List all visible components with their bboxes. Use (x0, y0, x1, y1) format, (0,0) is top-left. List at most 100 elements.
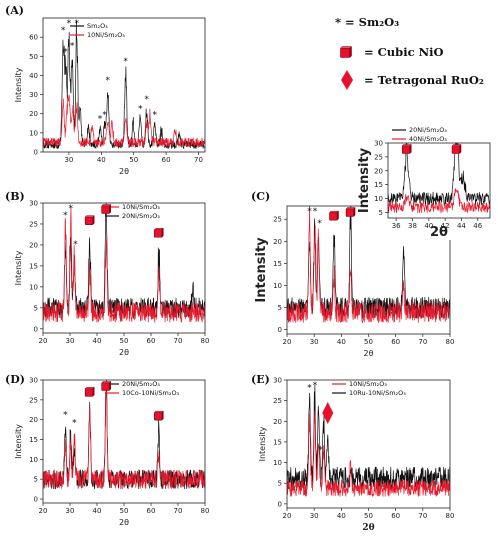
sm2o3-star-marker: * (102, 110, 107, 120)
y-tick-label: 10 (29, 129, 38, 137)
nio-cube-marker (101, 203, 112, 215)
y-tick-label: 20 (374, 167, 383, 175)
plot-frame (42, 17, 206, 153)
key-ruo2-row: = Tetragonal RuO₂ (341, 70, 484, 90)
y-tick-label: 20 (273, 418, 282, 426)
x-tick-label: 20 (283, 338, 292, 346)
sm2o3-star-marker: * (317, 219, 322, 229)
y-tick-label: 25 (273, 397, 282, 405)
panel-label: (C) (251, 190, 270, 203)
y-tick-label: 60 (29, 34, 38, 42)
sm2o3-star-marker: * (72, 419, 77, 429)
y-tick-label: 10 (273, 282, 282, 290)
cube-front (84, 388, 94, 397)
x-tick-label: 50 (364, 512, 373, 520)
x-tick-label: 60 (147, 507, 156, 515)
x-tick-label: 70 (174, 507, 183, 515)
y-tick-label: 15 (273, 438, 282, 446)
legend-entry: 10Ru-10Ni/Sm₂O₃ (349, 389, 406, 397)
series-line-red (42, 94, 206, 148)
x-tick-label: 50 (129, 156, 138, 164)
x-axis-label: 2θ (430, 225, 448, 240)
chart-panel-e: 20 30 40 50 60 70 80 0 5 10 15 20 25 30 2θ Intensity (E)… (251, 373, 454, 533)
x-tick-label: 50 (120, 507, 129, 515)
legend-entry: 20Ni/Sm₂O₃ (122, 212, 160, 220)
legend-entry: Sm₂O₃ (87, 22, 108, 30)
x-tick-label: 30 (66, 507, 75, 515)
y-tick-label: 10 (29, 456, 38, 464)
x-tick-label: 70 (194, 156, 203, 164)
legend-entry: 10Co-10Ni/Sm₂O₃ (122, 389, 180, 397)
x-tick-label: 80 (446, 338, 455, 346)
panel-label: (B) (5, 190, 25, 203)
cube-side (161, 227, 164, 238)
series-line-red (387, 188, 491, 214)
x-axis-label: 2θ (119, 348, 129, 357)
cube-icon (339, 45, 353, 59)
cube-front (101, 382, 110, 391)
y-axis-label: Intensity (14, 67, 23, 102)
plot-frame (387, 142, 491, 219)
x-tick-label: 70 (418, 338, 427, 346)
sm2o3-star-marker: * (153, 110, 158, 120)
y-tick-label: 40 (29, 72, 38, 80)
cube-side (409, 143, 412, 155)
cube-side (92, 215, 95, 226)
cube-front (340, 47, 351, 58)
cube-side (353, 206, 356, 218)
x-tick-label: 20 (39, 507, 48, 515)
y-tick-label: 30 (29, 91, 38, 99)
legend-entry: 20Ni/Sm₂O₃ (122, 380, 160, 388)
x-tick-label: 30 (310, 512, 319, 520)
legend-entry: 40Ni/Sm₂O₃ (409, 135, 447, 143)
x-tick-label: 42 (441, 222, 450, 230)
nio-cube-marker (401, 143, 412, 155)
y-tick-label: 5 (278, 304, 282, 312)
key-sm2o3: * = Sm₂O₃ (335, 15, 399, 29)
nio-cube-marker (153, 227, 164, 238)
y-axis-label: Intensity (357, 147, 372, 213)
y-tick-label: 30 (29, 200, 38, 208)
panel-label: (E) (251, 373, 270, 386)
cube-front (451, 145, 460, 154)
y-tick-label: 20 (29, 110, 38, 118)
x-tick-label: 20 (39, 337, 48, 345)
sm2o3-star-marker: * (138, 105, 143, 115)
sm2o3-star-marker: * (63, 411, 68, 421)
cube-front (345, 208, 355, 217)
sm2o3-star-marker: * (98, 114, 103, 124)
legend-entry: 20Ni/Sm₂O₃ (409, 126, 447, 134)
x-tick-label: 30 (66, 337, 75, 345)
sm2o3-star-marker: * (106, 76, 111, 86)
cube-front (154, 412, 163, 421)
x-tick-label: 60 (162, 156, 171, 164)
cube-side (161, 410, 164, 421)
cube-front (101, 205, 110, 214)
chart-panel-a: 30 40 50 60 70 0 10 20 30 40 50 60 2θ Intensity (A) Sm₂… (5, 4, 206, 176)
x-tick-label: 20 (283, 512, 292, 520)
x-tick-label: 30 (64, 156, 73, 164)
series-line-red (286, 410, 451, 497)
x-tick-label: 50 (364, 338, 373, 346)
y-axis-label: Intensity (14, 250, 23, 285)
x-tick-label: 40 (337, 338, 346, 346)
cube-side (459, 143, 462, 155)
sm2o3-star-marker: * (313, 207, 318, 217)
sm2o3-star-marker: * (307, 207, 312, 217)
x-tick-label: 60 (147, 337, 156, 345)
x-tick-label: 70 (418, 512, 427, 520)
cube-front (401, 145, 411, 154)
x-tick-label: 40 (93, 507, 102, 515)
series-line-black (42, 20, 206, 149)
y-tick-label: 0 (34, 149, 38, 157)
y-tick-label: 0 (34, 325, 38, 333)
x-tick-label: 60 (391, 338, 400, 346)
y-tick-label: 25 (29, 220, 38, 228)
key-nio: = Cubic NiO (364, 45, 443, 59)
x-tick-label: 40 (424, 222, 433, 230)
y-tick-label: 30 (374, 140, 383, 148)
x-tick-label: 80 (446, 512, 455, 520)
